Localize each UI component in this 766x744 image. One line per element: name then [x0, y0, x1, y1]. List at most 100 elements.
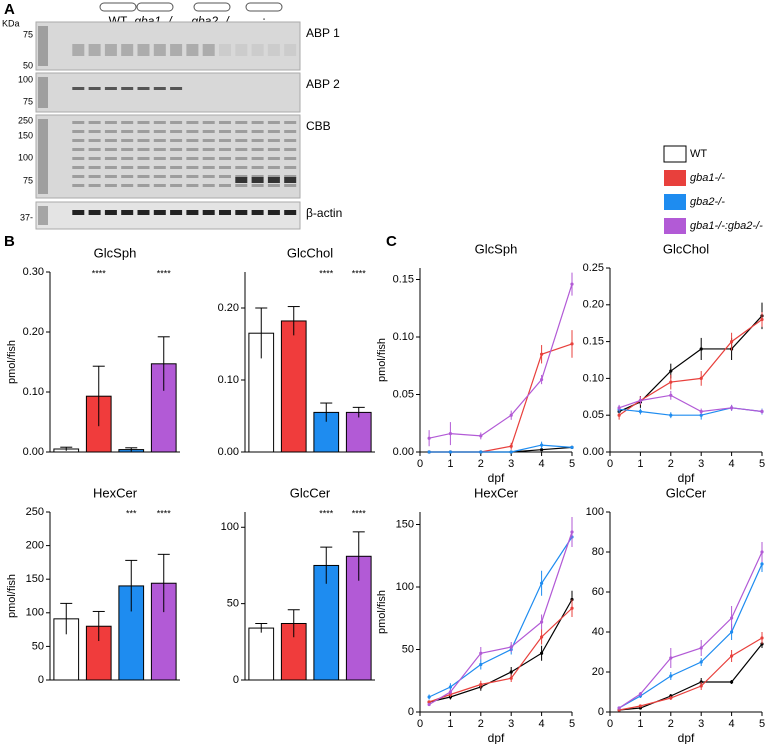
band — [284, 166, 297, 169]
band — [202, 148, 215, 151]
y-tick-label: 150 — [26, 573, 44, 585]
band — [121, 44, 134, 56]
y-tick-label: 20 — [592, 666, 604, 678]
point — [448, 690, 452, 694]
point — [699, 660, 703, 664]
significance: **** — [352, 268, 367, 278]
series-line — [619, 643, 763, 711]
band — [251, 139, 264, 142]
band — [153, 121, 166, 124]
band — [121, 157, 134, 160]
x-tick-label: 0 — [417, 718, 423, 730]
series-line — [618, 551, 763, 709]
band — [251, 177, 264, 183]
band — [219, 184, 231, 187]
band — [104, 87, 117, 90]
point — [570, 342, 574, 346]
y-tick-label: 50 — [227, 598, 239, 610]
x-tick-label: 1 — [637, 718, 643, 730]
band — [284, 130, 297, 133]
x-tick-label: 5 — [569, 458, 575, 470]
series-line — [618, 394, 763, 413]
point — [638, 704, 643, 708]
point — [479, 450, 483, 454]
band — [72, 210, 85, 215]
band — [251, 44, 264, 56]
x-tick-label: 0 — [417, 458, 423, 470]
point — [638, 409, 643, 414]
band — [72, 148, 85, 151]
band — [251, 130, 264, 133]
band — [251, 148, 264, 151]
y-tick-label: 0.10 — [393, 331, 414, 343]
point — [570, 530, 574, 534]
panel-label: C — [386, 233, 397, 250]
lane-icon — [245, 2, 283, 12]
band — [235, 175, 248, 178]
band — [267, 44, 280, 56]
x-tick-label: 1 — [447, 718, 453, 730]
legend-swatch — [664, 170, 686, 186]
mw-marker: 75 — [23, 96, 33, 106]
significance: **** — [157, 268, 172, 278]
band — [235, 44, 248, 56]
band — [202, 121, 215, 124]
point — [427, 695, 431, 699]
band — [284, 139, 297, 142]
band — [186, 44, 199, 56]
mw-marker: 75 — [23, 29, 33, 39]
point — [448, 685, 452, 689]
y-tick-label: 0.05 — [583, 409, 604, 421]
band — [153, 87, 166, 90]
band — [72, 44, 85, 56]
mw-marker: 150 — [18, 130, 33, 140]
point — [669, 380, 673, 384]
band — [186, 184, 199, 187]
y-tick-label: 100 — [396, 581, 414, 593]
band — [121, 121, 134, 124]
mw-marker: 50 — [23, 60, 33, 70]
band — [104, 157, 117, 160]
panel-label: A — [4, 1, 15, 18]
bar — [313, 564, 340, 681]
band — [202, 210, 215, 215]
bar — [248, 627, 275, 681]
band — [170, 121, 183, 124]
y-tick-label: 0 — [598, 706, 604, 718]
y-tick-label: 0.30 — [23, 266, 44, 278]
point — [699, 376, 703, 380]
band — [235, 210, 248, 215]
chart-title: GlcSph — [475, 241, 518, 256]
x-tick-label: 2 — [668, 718, 674, 730]
band — [251, 166, 264, 169]
band — [235, 130, 248, 133]
y-tick-label: 0.10 — [23, 386, 44, 398]
band — [72, 157, 85, 160]
y-tick-label: 0.15 — [393, 273, 414, 285]
y-axis-label: pmol/fish — [6, 574, 18, 618]
point — [427, 450, 431, 454]
y-tick-label: 200 — [26, 540, 44, 552]
x-axis-label: dpf — [678, 471, 695, 485]
band — [186, 166, 199, 169]
band — [121, 87, 134, 90]
band — [88, 166, 101, 169]
point — [699, 684, 703, 688]
x-tick-label: 2 — [478, 458, 484, 470]
x-tick-label: 3 — [508, 458, 514, 470]
significance: **** — [352, 508, 367, 518]
significance: **** — [157, 508, 172, 518]
point — [570, 445, 574, 449]
band — [235, 157, 248, 160]
band — [72, 121, 85, 124]
kda-label: KDa — [2, 18, 20, 28]
y-axis-label: pmol/fish — [376, 590, 388, 634]
band — [219, 148, 231, 151]
y-tick-label: 80 — [592, 546, 604, 558]
band — [235, 121, 248, 124]
band — [186, 130, 199, 133]
lane-label: - — [46, 14, 50, 28]
significance: *** — [126, 508, 137, 518]
blot — [35, 72, 301, 113]
